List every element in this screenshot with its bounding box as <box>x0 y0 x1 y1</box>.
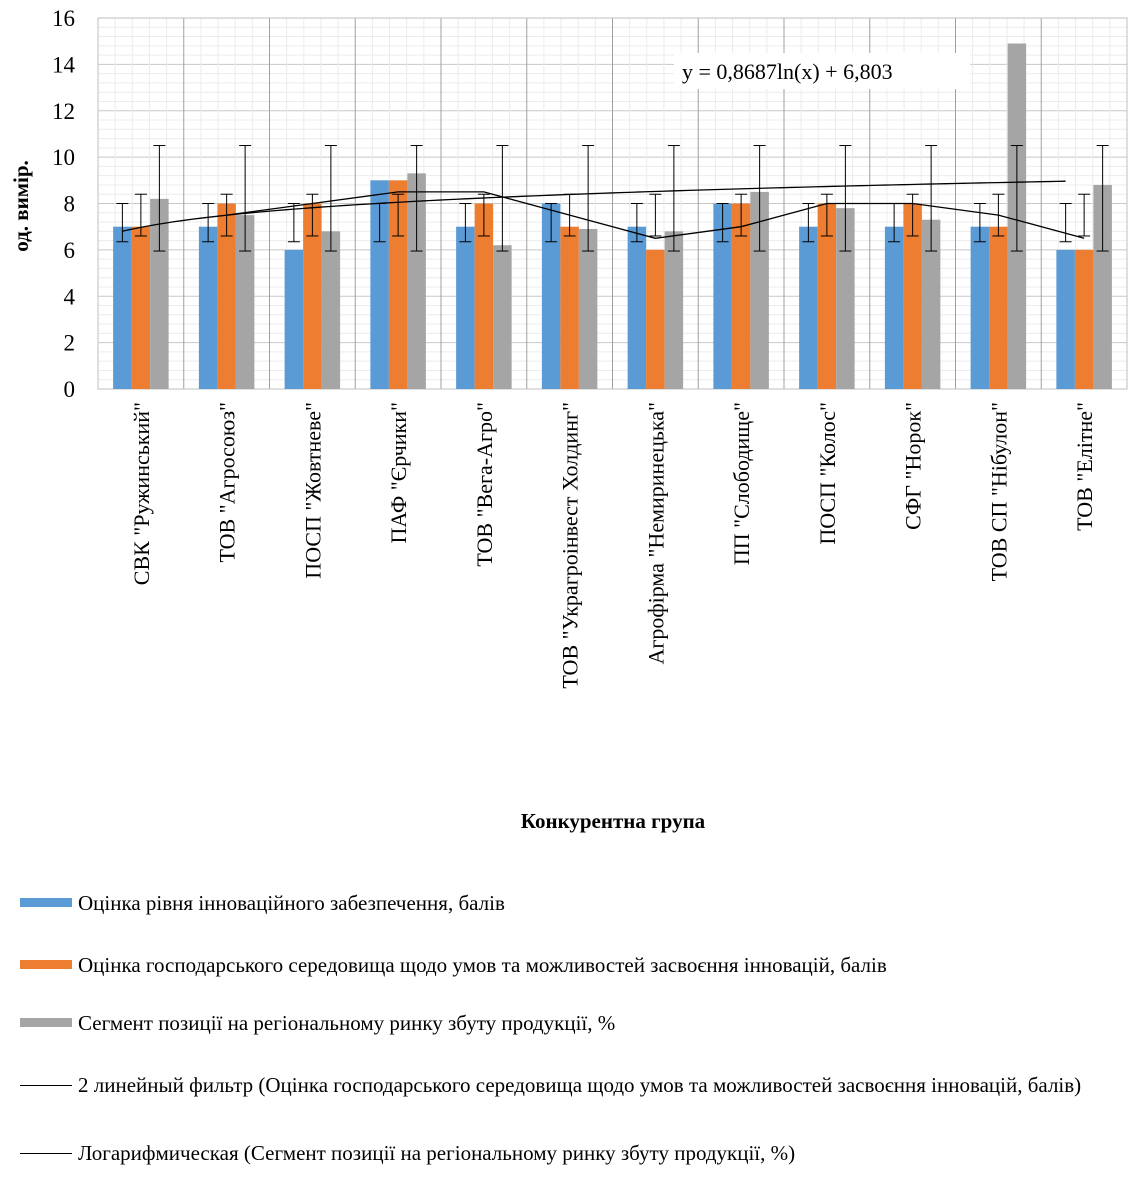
bar <box>627 226 647 389</box>
logarithmic-trendline <box>122 180 1066 232</box>
bar <box>474 203 494 389</box>
legend-label: 2 линейный фильтр (Оцінка господарського… <box>78 1073 1082 1097</box>
y-axis-label: од. вимір. <box>9 160 33 252</box>
x-tick-label: ТОВ "Вега-Агро" <box>472 402 497 567</box>
bar <box>731 203 751 389</box>
legend-label: Оцінка господарського середовища щодо ум… <box>78 953 887 977</box>
bar <box>799 226 818 389</box>
bar <box>646 249 665 389</box>
bar <box>713 203 732 389</box>
moving-average-trendline <box>226 191 1085 239</box>
bar <box>903 203 922 389</box>
y-tick-label: 2 <box>64 331 76 356</box>
bar <box>456 226 475 389</box>
x-tick-label: ТОВ "Елітне" <box>1072 402 1097 531</box>
chart: 0 2 4 6 8 10 12 14 16 СВК "Ружинський" ТОВ "Агрос… <box>9 6 1128 833</box>
y-tick-label: 10 <box>52 145 75 170</box>
bar <box>407 173 426 389</box>
bar <box>131 226 151 389</box>
bar <box>1056 249 1075 389</box>
y-tick-label: 4 <box>64 284 76 309</box>
bar <box>113 226 132 389</box>
legend-swatch <box>20 1018 72 1027</box>
legend-label: Логарифмическая (Сегмент позиції на регі… <box>78 1141 796 1165</box>
x-tick-labels: СВК "Ружинський" ТОВ "Агросоюз" ПОСП "Жовт… <box>129 402 1097 689</box>
legend-label: Оцінка рівня інноваційного забезпечення,… <box>78 891 505 915</box>
bar <box>541 203 561 389</box>
x-tick-label: Агрофірма "Немиринецька" <box>643 402 668 665</box>
legend-swatch <box>20 960 72 969</box>
bar <box>198 226 218 389</box>
x-tick-label: СВК "Ружинський" <box>129 402 154 585</box>
bar <box>493 245 512 389</box>
x-tick-label: ПОСП "Жовтневе" <box>300 402 325 579</box>
y-tick-label: 14 <box>52 52 76 77</box>
bar <box>664 231 684 389</box>
legend-line <box>20 1153 72 1154</box>
trendline-equation-box: y = 0,8687ln(x) + 6,803 <box>674 53 970 89</box>
plot-area-border <box>97 17 1128 390</box>
bar <box>989 226 1008 389</box>
x-tick-label: ПАФ "Єрчики" <box>386 402 411 544</box>
bar <box>303 203 322 389</box>
bar <box>150 198 169 389</box>
bar <box>217 203 236 389</box>
bar <box>321 231 341 389</box>
y-tick-label: 6 <box>64 238 76 263</box>
equation-box <box>674 53 970 89</box>
bar <box>817 203 837 389</box>
x-tick-label: ТОВ "Агросоюз" <box>215 402 240 563</box>
bar <box>1074 249 1094 389</box>
x-tick-label: ПОСП "Колос" <box>815 402 840 545</box>
error-bars <box>116 145 1109 252</box>
x-tick-label: ТОВ "Украгроінвест Холдинг" <box>558 402 583 689</box>
y-tick-label: 12 <box>52 99 75 124</box>
x-axis-label: Конкурентна група <box>521 809 706 833</box>
bar <box>284 249 304 389</box>
y-tick-label: 0 <box>64 377 76 402</box>
x-tick-label: ПП "Слободище" <box>729 402 754 565</box>
bar <box>836 208 855 389</box>
y-tick-labels: 0 2 4 6 8 10 12 14 16 <box>52 6 76 402</box>
y-tick-label: 16 <box>52 6 75 31</box>
x-tick-label: СФГ "Норок" <box>901 402 926 530</box>
bar <box>750 191 769 389</box>
bar <box>370 180 389 389</box>
legend-line <box>20 1085 72 1086</box>
bar <box>578 229 598 389</box>
x-tick-label: ТОВ СП "Нібулон" <box>986 402 1011 581</box>
bar <box>560 226 579 389</box>
bar <box>921 219 941 389</box>
trendline-equation: y = 0,8687ln(x) + 6,803 <box>682 59 893 84</box>
bar <box>388 180 408 389</box>
legend-label: Сегмент позиції на регіональному ринку з… <box>78 1011 616 1035</box>
trendlines <box>122 180 1085 239</box>
y-tick-label: 8 <box>64 192 76 217</box>
bar <box>970 226 990 389</box>
bar <box>1093 184 1112 389</box>
bars <box>113 43 1112 389</box>
bar <box>235 215 255 389</box>
bar <box>884 226 904 389</box>
legend-swatch <box>20 898 72 907</box>
